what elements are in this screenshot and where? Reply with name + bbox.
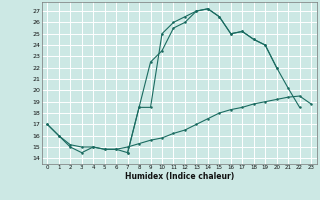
X-axis label: Humidex (Indice chaleur): Humidex (Indice chaleur) [124, 172, 234, 181]
